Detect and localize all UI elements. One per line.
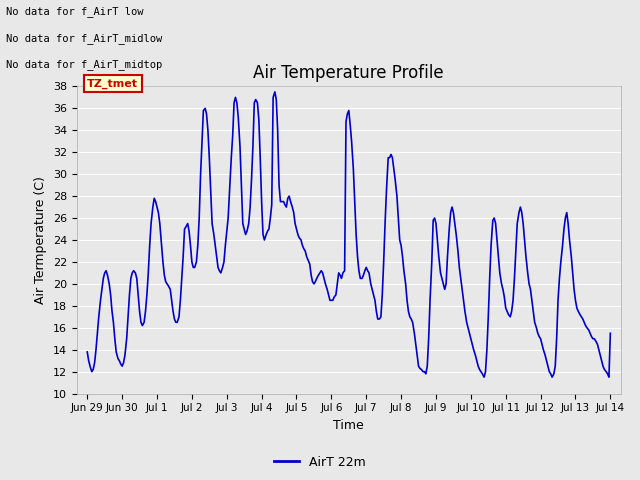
Title: Air Temperature Profile: Air Temperature Profile <box>253 64 444 82</box>
Text: No data for f_AirT_midtop: No data for f_AirT_midtop <box>6 59 163 70</box>
Legend: AirT 22m: AirT 22m <box>269 451 371 474</box>
Y-axis label: Air Termperature (C): Air Termperature (C) <box>35 176 47 304</box>
Text: TZ_tmet: TZ_tmet <box>87 78 138 89</box>
Text: No data for f_AirT_midlow: No data for f_AirT_midlow <box>6 33 163 44</box>
X-axis label: Time: Time <box>333 419 364 432</box>
Text: No data for f_AirT low: No data for f_AirT low <box>6 6 144 17</box>
